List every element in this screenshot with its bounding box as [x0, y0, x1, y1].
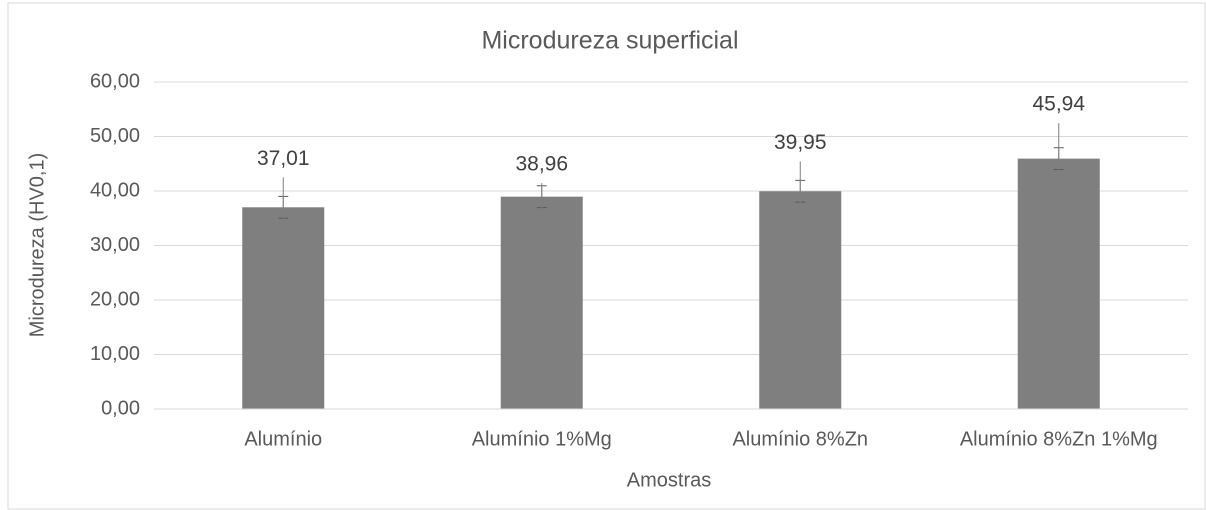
- bar: [500, 196, 583, 409]
- x-tick-label: Alumínio: [244, 428, 322, 450]
- x-tick-label: Alumínio 8%Zn 1%Mg: [960, 428, 1158, 450]
- chart-border: [7, 2, 1206, 510]
- y-tick-label: 10,00: [90, 343, 140, 365]
- y-tick-label: 20,00: [90, 288, 140, 310]
- bar: [1017, 158, 1100, 409]
- data-label: 38,96: [515, 153, 568, 176]
- bar: [759, 191, 842, 409]
- y-tick-label: 40,00: [90, 179, 140, 201]
- y-tick-label: 30,00: [90, 234, 140, 256]
- y-tick-label: 50,00: [90, 125, 140, 147]
- y-tick-label: 60,00: [90, 70, 140, 92]
- chart-title: Microdureza superficial: [481, 27, 738, 55]
- x-tick-label: Alumínio 8%Zn: [732, 428, 868, 450]
- data-label: 45,94: [1032, 93, 1085, 116]
- y-axis-title: Microdureza (HV0,1): [26, 153, 48, 338]
- x-axis-title: Amostras: [627, 469, 711, 491]
- data-label: 39,95: [774, 131, 827, 154]
- bar: [242, 207, 325, 409]
- x-tick-label: Alumínio 1%Mg: [472, 428, 612, 450]
- data-label: 37,01: [257, 147, 310, 170]
- y-tick-label: 0,00: [101, 397, 140, 419]
